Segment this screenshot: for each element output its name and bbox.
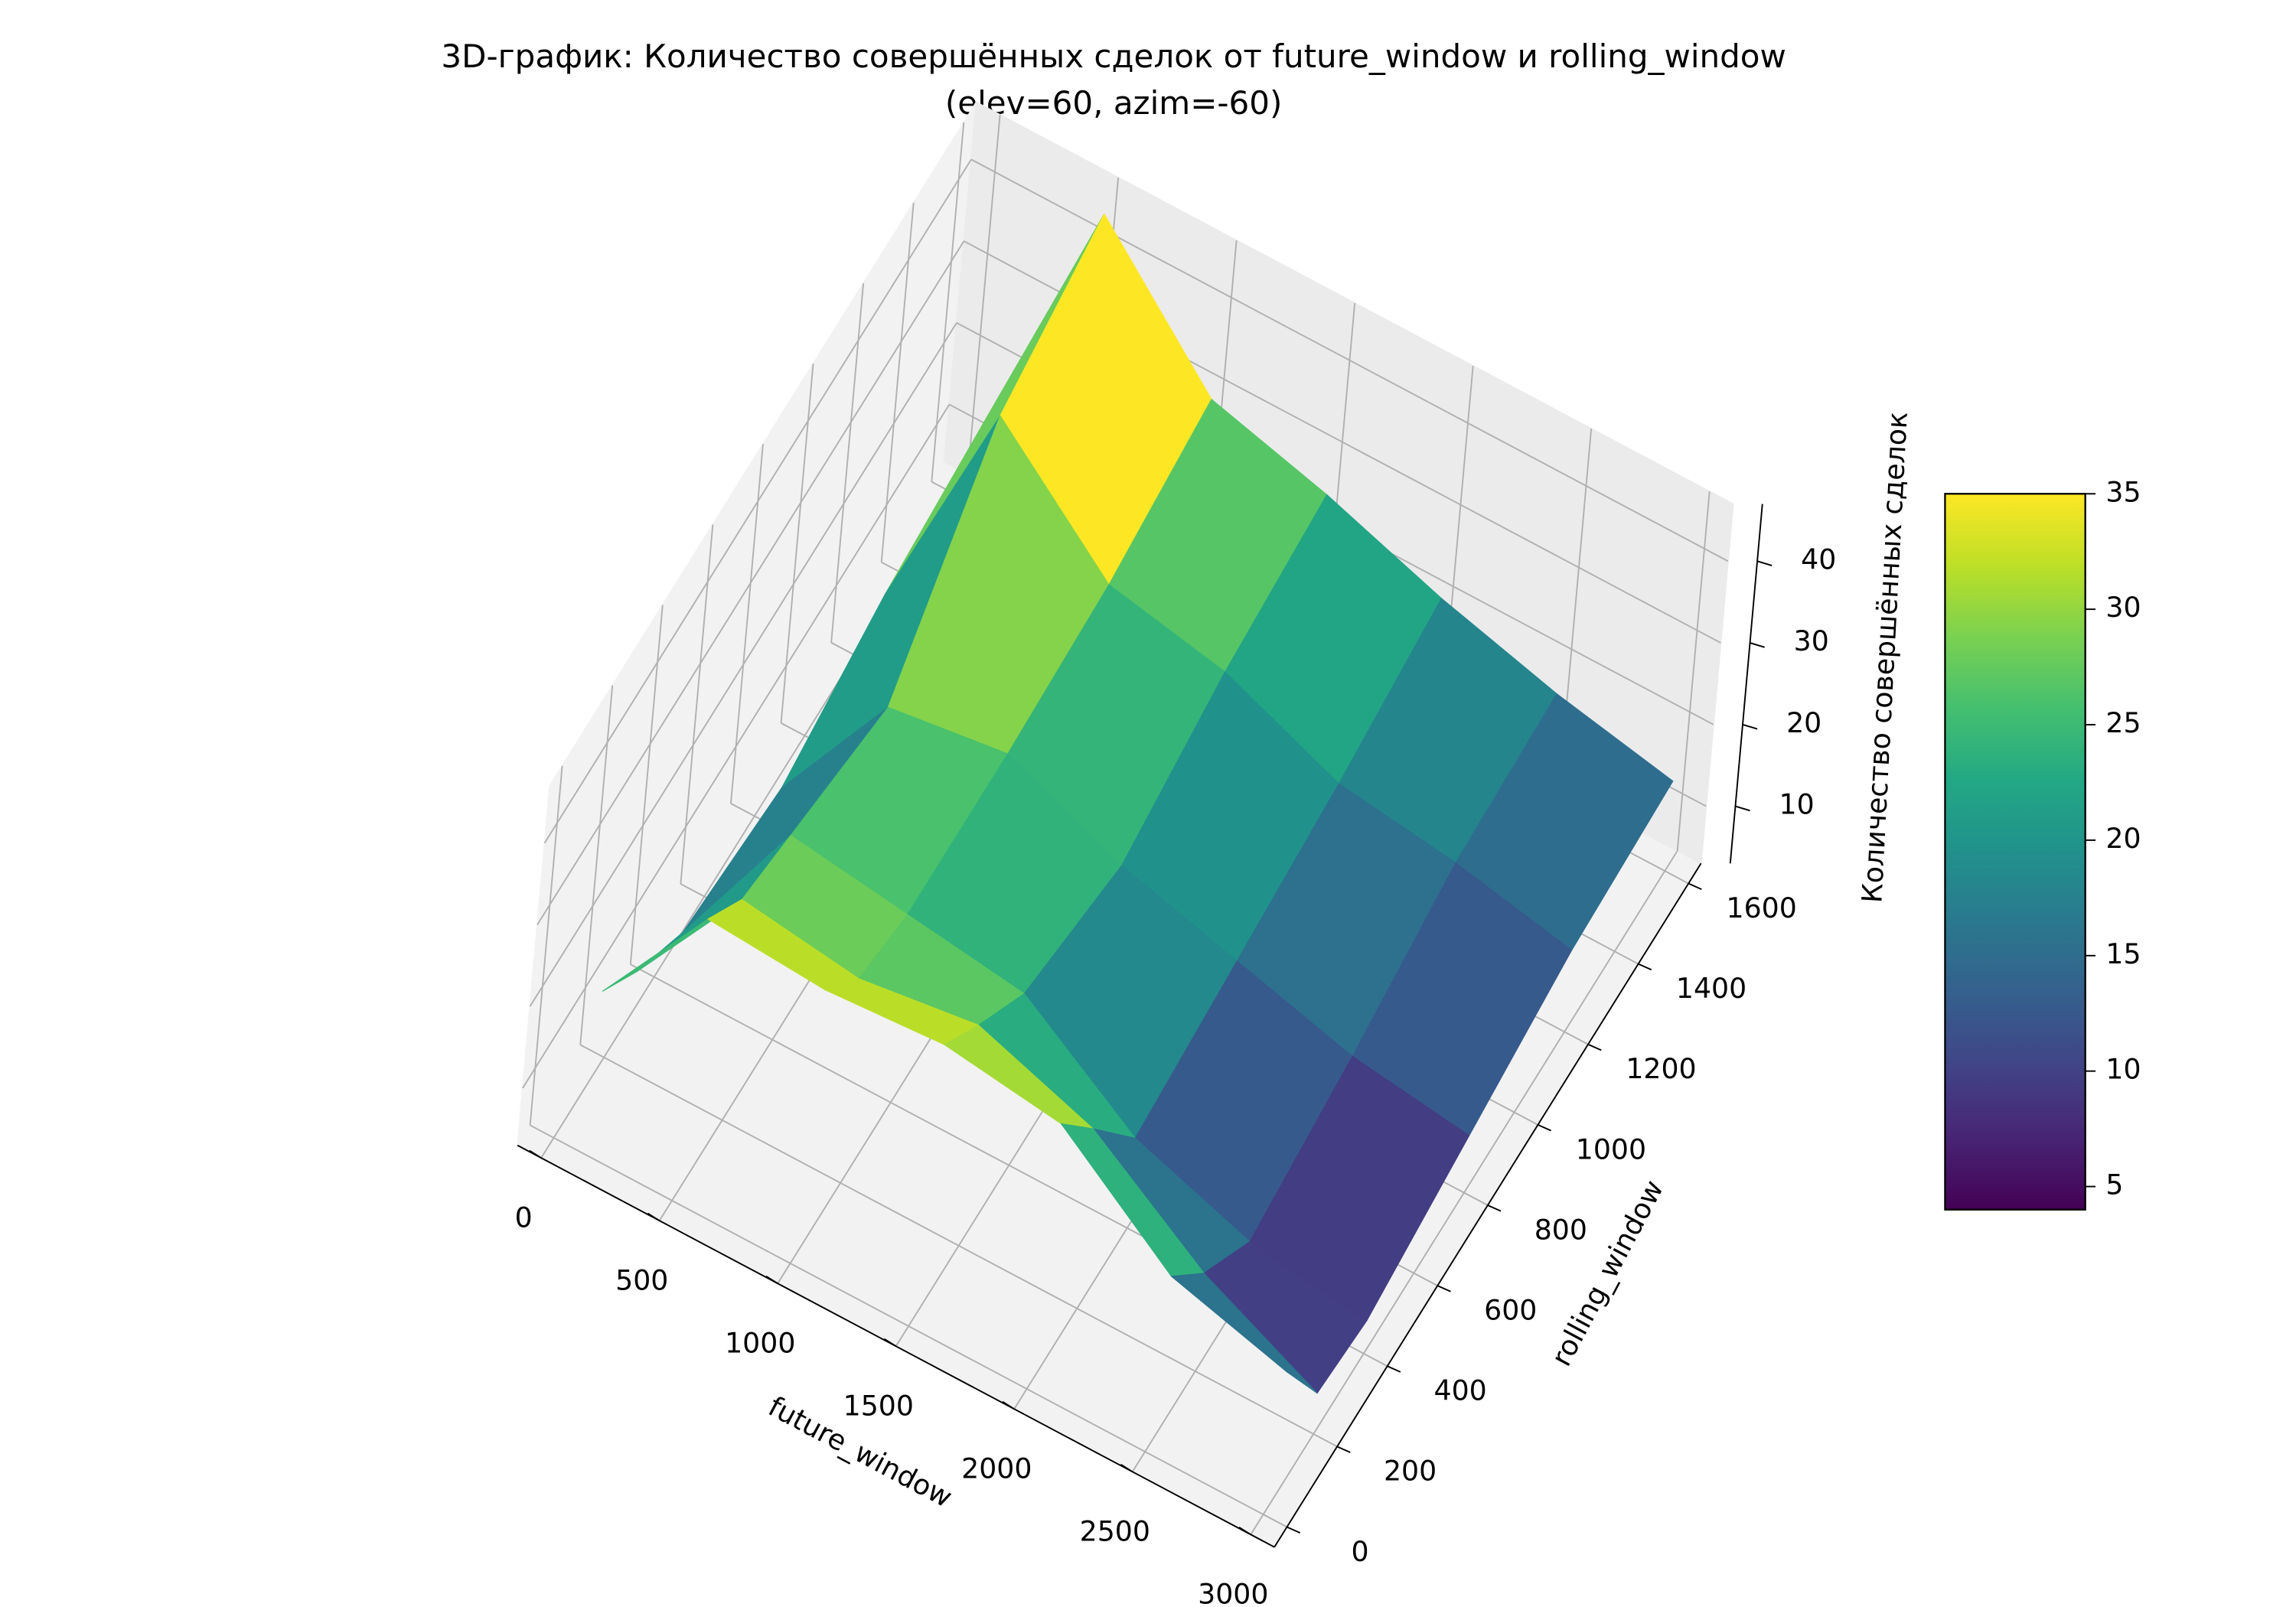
grid-line: [579, 1044, 1338, 1448]
x-tick-label: 2500: [1080, 1514, 1150, 1547]
z-tick: [1735, 805, 1750, 812]
colorbar-tick-label: 15: [2105, 937, 2141, 970]
grid-line: [529, 322, 957, 1007]
colorbar-tick-label: 20: [2105, 822, 2141, 855]
colorbar-tick-label: 35: [2105, 475, 2141, 508]
grid-line: [529, 765, 563, 1126]
y-tick-label: 1200: [1626, 1052, 1696, 1085]
y-tick: [1437, 1285, 1451, 1292]
y-tick-label: 400: [1434, 1374, 1487, 1407]
grid-line: [967, 114, 1001, 474]
grid-line: [780, 363, 814, 723]
z-tick: [1750, 642, 1765, 648]
z-tick: [1756, 560, 1773, 566]
grid-line: [880, 202, 915, 562]
y-tick: [1538, 1124, 1552, 1132]
x-tick-label: 2000: [961, 1452, 1032, 1485]
colorbar-tick-label: 10: [2105, 1053, 2141, 1086]
z-tick-label: 10: [1779, 788, 1815, 821]
x-tick-label: 1500: [843, 1389, 914, 1422]
y-tick: [1487, 1204, 1502, 1212]
grid-line: [629, 605, 664, 965]
grid-line: [730, 444, 764, 804]
y-tick-label: 200: [1384, 1455, 1437, 1488]
x-tick-label: 1000: [725, 1326, 795, 1359]
z-tick: [1742, 723, 1758, 730]
x-axis-line: [517, 1144, 1275, 1548]
z-tick-label: 30: [1794, 624, 1829, 657]
y-tick: [1688, 882, 1702, 891]
y-tick-label: 800: [1534, 1213, 1587, 1246]
surface-face: [1170, 1273, 1318, 1394]
y-tick: [1336, 1446, 1351, 1453]
colorbar-tick-label: 5: [2105, 1169, 2123, 1201]
colorbar-tick-label: 30: [2105, 591, 2141, 624]
x-tick-label: 0: [515, 1201, 533, 1234]
z-tick-label: 20: [1786, 706, 1821, 739]
chart-title: 3D-график: Количество совершённых сделок…: [441, 37, 1786, 75]
grid-line: [579, 685, 614, 1045]
grid-line: [522, 404, 951, 1089]
grid-line: [931, 122, 965, 482]
y-tick: [1287, 1526, 1301, 1534]
y-tick-label: 600: [1484, 1293, 1537, 1326]
colorbar: [1944, 493, 2086, 1211]
grid-line: [830, 283, 865, 643]
z-tick-label: 40: [1801, 543, 1836, 575]
y-axis-line: [1274, 862, 1702, 1548]
y-tick-label: 0: [1351, 1535, 1368, 1568]
grid-line: [680, 524, 714, 885]
y-tick-label: 1000: [1576, 1133, 1646, 1165]
z-axis-line: [1729, 504, 1763, 864]
y-axis-label: rolling_window: [1544, 1175, 1670, 1371]
colorbar-tick-label: 25: [2105, 706, 2141, 739]
grid-line: [530, 1124, 1287, 1528]
y-tick-label: 1400: [1676, 972, 1746, 1005]
x-tick-label: 3000: [1198, 1578, 1268, 1607]
z-axis-label: Количество совершённых сделок: [1855, 411, 1914, 904]
grid-line: [1676, 491, 1711, 851]
grid-line: [543, 158, 972, 844]
y-tick: [1638, 963, 1652, 971]
y-tick: [1387, 1365, 1401, 1373]
y-tick-label: 1600: [1727, 892, 1797, 924]
grid-line: [536, 240, 965, 926]
y-tick: [1587, 1043, 1602, 1051]
x-tick-label: 500: [615, 1263, 668, 1296]
